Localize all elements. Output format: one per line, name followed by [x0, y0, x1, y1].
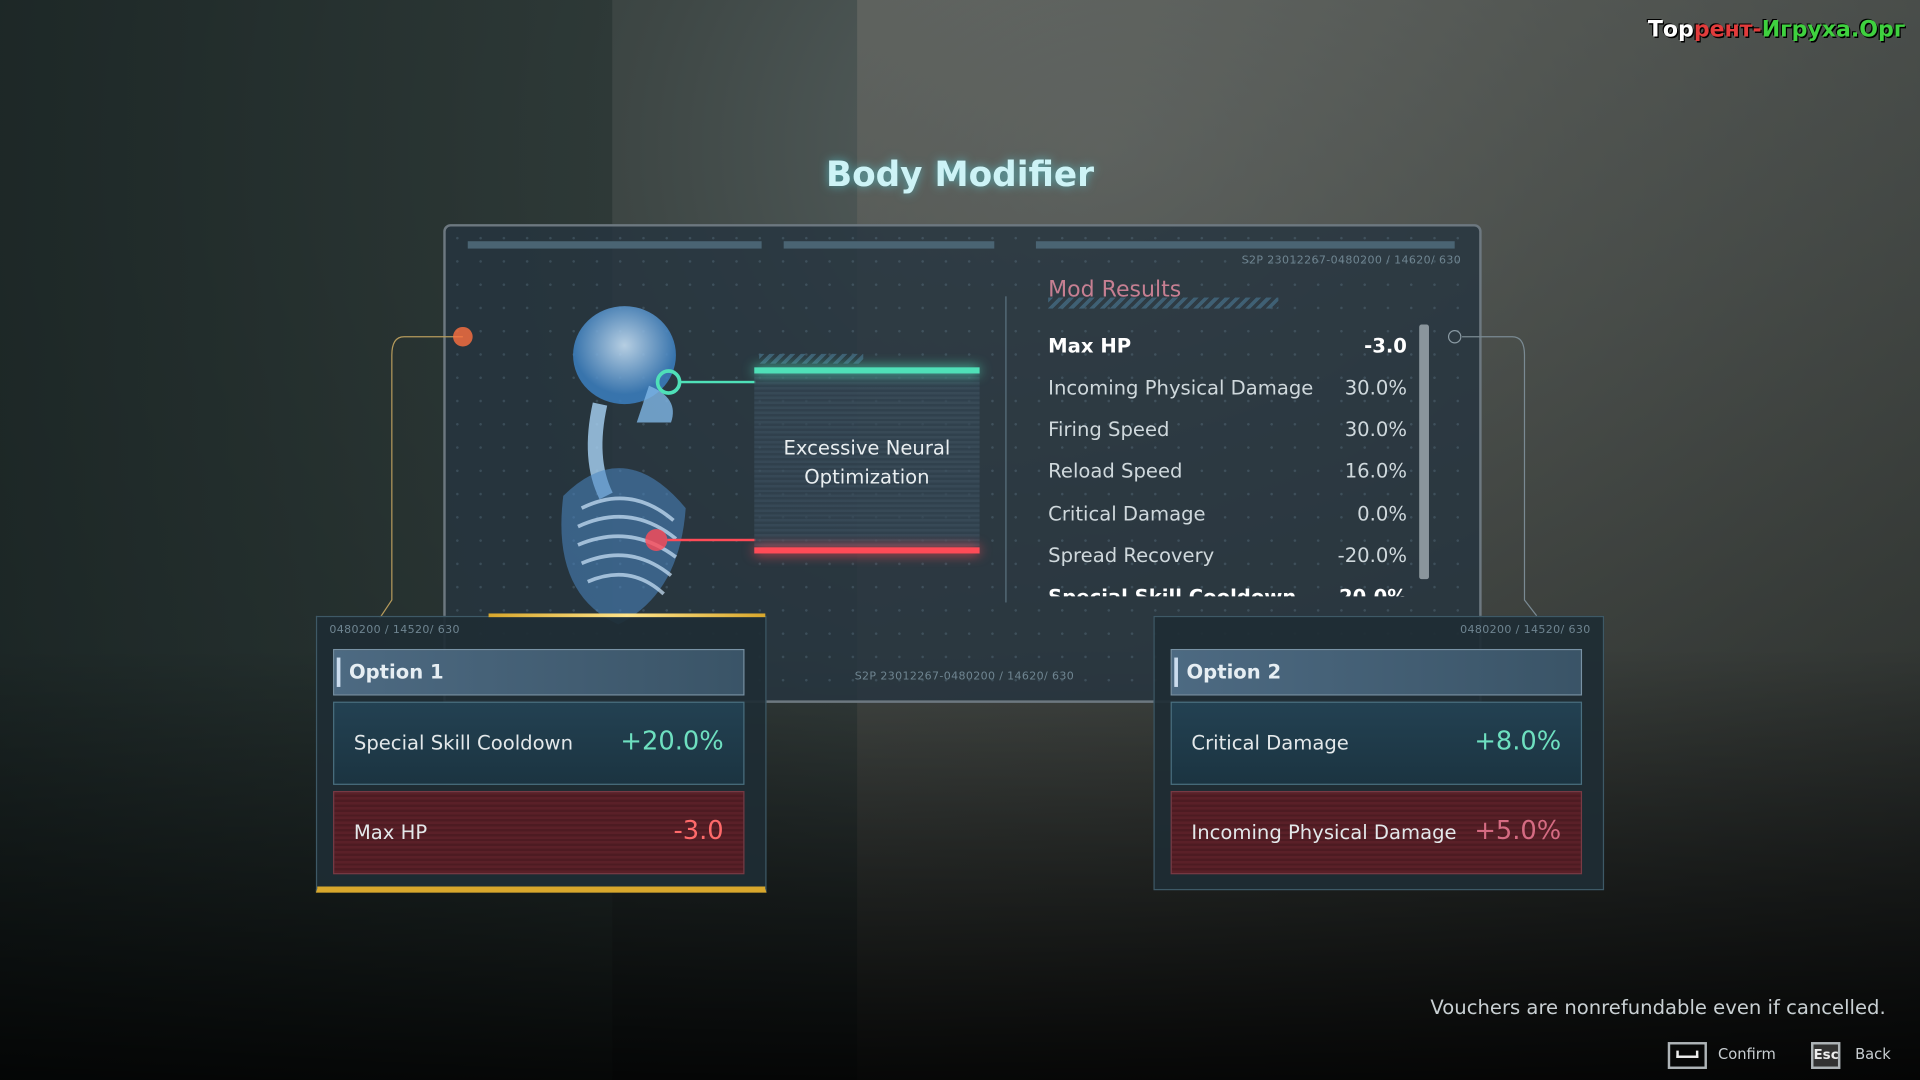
watermark: Торрент-Игруха.Орг — [1647, 17, 1906, 43]
positive-effect: Special Skill Cooldown +20.0% — [333, 701, 745, 785]
option-2-card[interactable]: 0480200 / 14520/ 630 Option 2 Critical D… — [1153, 615, 1605, 891]
divider — [783, 241, 995, 249]
divider — [1035, 241, 1455, 249]
confirm-button[interactable]: Confirm — [1717, 1045, 1776, 1063]
result-row: Special Skill Cooldown20.0% — [1048, 585, 1407, 596]
option1-connector — [379, 326, 473, 619]
hatch-decoration — [759, 353, 864, 364]
effect-value: -3.0 — [673, 815, 724, 845]
option-code: 0480200 / 14520/ 630 — [1460, 624, 1591, 637]
option2-connector — [1447, 330, 1538, 617]
esc-key-icon[interactable]: Esc — [1811, 1042, 1841, 1069]
divider — [1005, 296, 1009, 603]
option-header: Option 1 — [333, 648, 745, 696]
effect-label: Incoming Physical Damage — [1191, 820, 1457, 844]
effect-label: Special Skill Cooldown — [353, 731, 574, 755]
option-code: 0480200 / 14520/ 630 — [329, 624, 460, 637]
negative-effect: Incoming Physical Damage +5.0% — [1170, 791, 1583, 875]
effect-label: Critical Damage — [1191, 731, 1349, 755]
option-title: Option 2 — [1186, 660, 1282, 684]
connector-line — [679, 380, 756, 384]
result-row: Spread Recovery -20.0% — [1048, 543, 1407, 567]
negative-bar — [754, 547, 980, 554]
mod-name: Excessive Neural Optimization — [783, 435, 951, 489]
page-title: Body Modifier — [825, 154, 1095, 195]
skeleton-image — [561, 306, 686, 625]
hatch-decoration — [1048, 297, 1279, 309]
mod-name-box: Excessive Neural Optimization — [754, 367, 980, 554]
effect-value: +5.0% — [1474, 815, 1562, 845]
option-header: Option 2 — [1170, 648, 1583, 696]
space-key-icon[interactable] — [1667, 1042, 1707, 1069]
result-row: Critical Damage 0.0% — [1048, 502, 1407, 526]
back-button[interactable]: Back — [1855, 1045, 1891, 1063]
effect-value: +20.0% — [620, 726, 724, 756]
divider — [467, 241, 762, 249]
result-row: Max HP -3.0 — [1048, 334, 1407, 358]
option-1-card[interactable]: 0480200 / 14520/ 630 Option 1 Special Sk… — [315, 613, 767, 893]
negative-effect: Max HP -3.0 — [333, 791, 745, 875]
connector-line — [667, 538, 756, 542]
mod-results-list[interactable]: Max HP -3.0 Incoming Physical Damage 30.0%… — [1048, 331, 1415, 596]
option-title: Option 1 — [348, 660, 444, 684]
scrollbar[interactable] — [1419, 324, 1429, 580]
panel-code-top: S2P 23012267-0480200 / 14620/ 630 — [1241, 254, 1462, 267]
panel-code-bottom: S2P 23012267-0480200 / 14620/ 630 — [854, 671, 1075, 684]
selected-glow — [488, 613, 766, 618]
positive-bar — [754, 367, 980, 374]
result-row: Reload Speed 16.0% — [1048, 459, 1407, 483]
effect-value: +8.0% — [1474, 726, 1562, 756]
chest-marker-icon — [645, 528, 668, 552]
result-row: Incoming Physical Damage 30.0% — [1048, 375, 1407, 400]
positive-effect: Critical Damage +8.0% — [1170, 701, 1583, 785]
effect-label: Max HP — [353, 820, 428, 844]
result-row: Firing Speed 30.0% — [1048, 417, 1407, 441]
refund-notice: Vouchers are nonrefundable even if cance… — [1430, 995, 1886, 1019]
